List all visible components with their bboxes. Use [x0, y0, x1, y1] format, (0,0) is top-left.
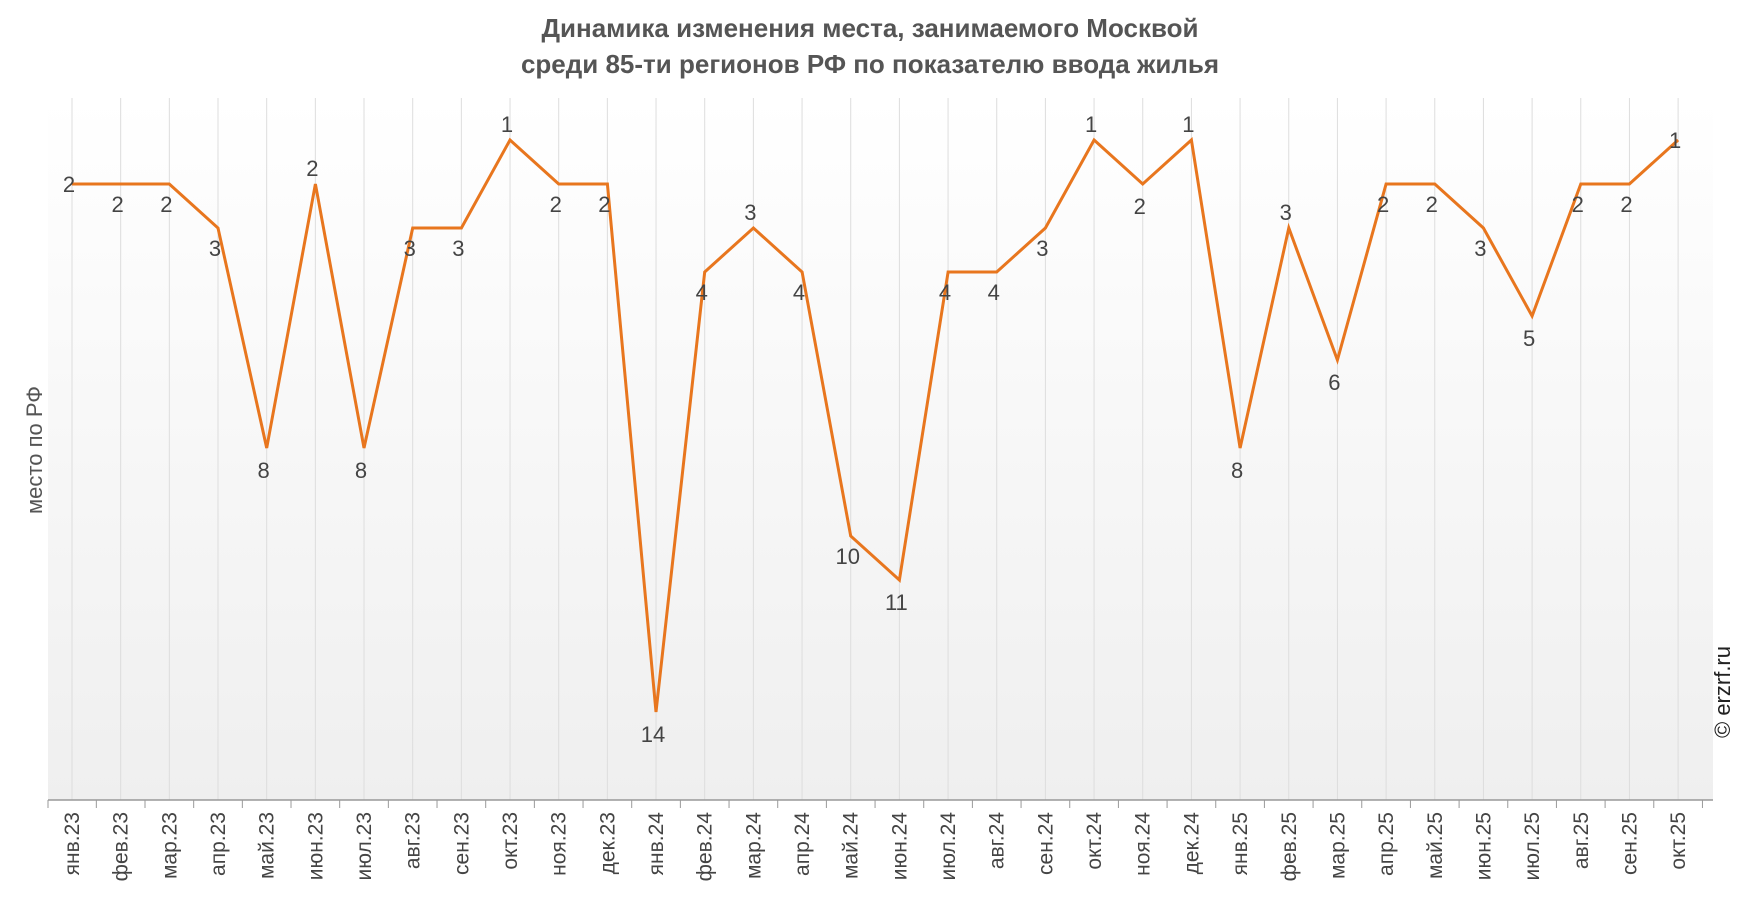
data-label: 1	[501, 112, 513, 137]
data-label: 2	[598, 192, 610, 217]
x-tick-label: май.23	[256, 812, 279, 879]
data-label: 14	[641, 722, 665, 747]
data-label: 4	[696, 280, 708, 305]
data-label: 2	[1620, 192, 1632, 217]
data-label: 2	[306, 156, 318, 181]
gridlines	[71, 98, 1679, 800]
data-label: 11	[885, 590, 908, 615]
y-axis-label: место по РФ	[22, 386, 47, 514]
chart-title-line-2: среди 85-ти регионов РФ по показателю вв…	[521, 49, 1219, 79]
x-tick-labels: янв.23 фев.23 мар.23 апр.23 май.23 июн.23 июл.…	[61, 812, 1690, 882]
data-labels: 2 2 2 3 8 2 8 3 3 1 2 2 14 4 3 4 10 11 4 4 3 1 2 1 8 3 6 2 2 3 5 2 2 1	[63, 112, 1681, 747]
data-label: 2	[1134, 194, 1146, 219]
data-label: 3	[744, 200, 756, 225]
x-tick-label: фев.24	[694, 812, 717, 882]
data-label: 2	[1426, 192, 1438, 217]
x-tick-label: июл.23	[353, 812, 376, 880]
x-tick-label: апр.23	[207, 812, 230, 876]
x-tick-label: дек.23	[596, 812, 619, 874]
data-label: 3	[1280, 200, 1292, 225]
data-label: 1	[1669, 128, 1681, 153]
x-tick-label: июл.25	[1521, 812, 1544, 880]
x-tick-label: окт.23	[499, 812, 522, 870]
data-label: 4	[793, 280, 805, 305]
x-tick-label: июл.24	[937, 812, 960, 881]
x-tick-label: апр.25	[1375, 812, 1398, 876]
x-tick-label: ноя.23	[548, 812, 571, 876]
data-label: 6	[1328, 370, 1340, 395]
series-line	[72, 137, 1680, 713]
x-tick-label: янв.25	[1229, 812, 1252, 875]
x-tick-label: мар.23	[158, 812, 181, 879]
x-axis-ticks	[47, 800, 1703, 808]
data-label: 3	[209, 236, 221, 261]
x-tick-label: мар.25	[1326, 812, 1349, 879]
data-label: 8	[355, 458, 367, 483]
data-label: 8	[258, 458, 270, 483]
x-tick-label: дек.24	[1180, 812, 1203, 875]
x-tick-label: фев.23	[110, 812, 133, 881]
x-tick-label: окт.24	[1083, 812, 1106, 870]
data-label: 1	[1182, 112, 1194, 137]
x-tick-label: сен.25	[1618, 812, 1641, 875]
x-tick-label: май.24	[840, 812, 863, 879]
x-tick-label: янв.23	[61, 812, 84, 875]
x-tick-label: окт.25	[1667, 812, 1690, 870]
data-label: 3	[404, 236, 416, 261]
data-label: 3	[452, 236, 464, 261]
data-label: 3	[1474, 236, 1486, 261]
data-label: 1	[1085, 112, 1097, 137]
x-tick-label: сен.23	[450, 812, 473, 875]
data-label: 5	[1523, 326, 1535, 351]
source-credit: © erzrf.ru	[1710, 646, 1735, 738]
x-tick-label: авг.24	[986, 812, 1009, 869]
data-label: 2	[1572, 192, 1584, 217]
x-tick-label: авг.25	[1570, 812, 1593, 869]
data-label: 8	[1231, 458, 1243, 483]
data-label: 2	[63, 172, 75, 197]
data-label: 4	[939, 280, 951, 305]
chart-title-line-1: Динамика изменения места, занимаемого Мо…	[542, 13, 1199, 43]
x-tick-label: авг.23	[402, 812, 425, 869]
data-label: 3	[1036, 236, 1048, 261]
data-label: 4	[988, 280, 1000, 305]
x-tick-label: июн.24	[888, 812, 911, 881]
data-label: 2	[550, 192, 562, 217]
x-tick-label: сен.24	[1034, 812, 1057, 875]
x-tick-label: ноя.24	[1132, 812, 1155, 876]
x-tick-label: июн.23	[304, 812, 327, 880]
data-label: 2	[1377, 192, 1389, 217]
x-tick-label: апр.24	[791, 812, 814, 876]
data-label: 2	[160, 192, 172, 217]
x-tick-label: июн.25	[1472, 812, 1495, 880]
x-tick-label: янв.24	[645, 812, 668, 876]
data-label: 2	[112, 192, 124, 217]
x-tick-label: май.25	[1424, 812, 1447, 879]
plot-background	[48, 98, 1713, 800]
x-tick-label: фев.25	[1278, 812, 1301, 881]
data-label: 10	[835, 544, 859, 569]
x-tick-label: мар.24	[742, 812, 765, 879]
